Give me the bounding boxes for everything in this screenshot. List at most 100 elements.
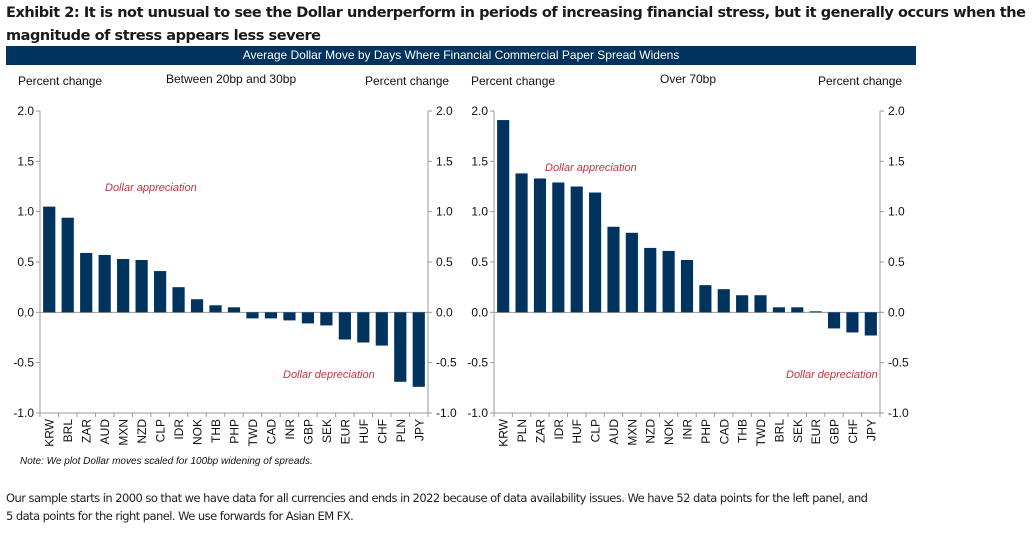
x-tick-label: NOK <box>191 419 205 445</box>
y-tick-label-left: -1.0 <box>13 406 34 420</box>
x-tick-label: TWD <box>754 419 768 447</box>
y-tick-label-left: 0.5 <box>17 255 34 269</box>
bar-twd <box>754 295 767 313</box>
right-panel-ylabel-right: Percent change <box>818 74 903 88</box>
annotation-dollar-depreciation: Dollar depreciation <box>283 369 375 381</box>
y-tick-label-right: 0.5 <box>888 255 905 269</box>
bar-pln <box>515 173 528 313</box>
y-tick-label-right: -1.0 <box>436 406 457 420</box>
y-tick-label-right: 1.0 <box>888 205 905 219</box>
bar-php <box>699 285 712 313</box>
bar-php <box>227 307 241 313</box>
y-tick-label-left: 1.5 <box>17 154 34 168</box>
y-tick-label-left: -0.5 <box>13 356 34 370</box>
y-tick-label-right: -0.5 <box>436 356 457 370</box>
bar-clp <box>153 271 167 313</box>
bar-sek <box>791 307 804 313</box>
x-tick-label: AUD <box>607 419 621 445</box>
y-tick-label-left: 0.5 <box>471 255 488 269</box>
footnote: Our sample starts in 2000 so that we hav… <box>6 491 868 523</box>
y-tick-label-left: -0.5 <box>467 356 488 370</box>
x-tick-label: THB <box>209 419 223 443</box>
bar-zar <box>80 252 93 313</box>
x-tick-label: MXN <box>625 419 639 446</box>
bar-krw <box>43 206 56 313</box>
x-tick-label: JPY <box>412 419 426 441</box>
x-tick-label: INR <box>681 419 695 440</box>
x-tick-label: THB <box>736 419 750 443</box>
x-tick-label: GBP <box>301 419 315 444</box>
chart-banner: Average Dollar Move by Days Where Financ… <box>6 46 916 65</box>
x-tick-label: CAD <box>264 419 278 445</box>
right-panel-title: Over 70bp <box>660 72 717 86</box>
x-tick-label: NOK <box>662 419 676 445</box>
x-tick-label: BRL <box>61 419 75 443</box>
x-tick-label: KRW <box>497 418 511 446</box>
bar-chart-panel-1: 2.0 2.0 1.5 1.5 1.0 1.0 0.5 0.5 0.0 0.0 -0.5 -0.5 -1… <box>467 104 909 447</box>
annotation-dollar-appreciation: Dollar appreciation <box>545 162 637 174</box>
x-tick-label: ZAR <box>533 419 547 443</box>
bar-nzd <box>644 247 657 313</box>
left-panel-ylabel-left: Percent change <box>18 74 103 88</box>
x-tick-label: SEK <box>320 419 334 443</box>
right-panel-ylabel-left: Percent change <box>471 74 556 88</box>
bar-thb <box>209 305 222 313</box>
x-tick-label: TWD <box>246 419 260 447</box>
x-tick-label: HUF <box>357 419 371 444</box>
y-tick-label-left: 1.0 <box>471 205 488 219</box>
bar-clp <box>589 192 602 313</box>
y-tick-label-right: 0.5 <box>436 255 453 269</box>
y-tick-label-right: 2.0 <box>436 104 453 118</box>
bar-inr <box>283 312 296 321</box>
bar-mxn <box>117 258 130 313</box>
bar-twd <box>246 312 259 319</box>
x-tick-label: BRL <box>772 419 786 443</box>
x-tick-label: JPY <box>864 419 878 441</box>
annotation-dollar-appreciation: Dollar appreciation <box>105 182 197 194</box>
bar-jpy <box>864 312 877 336</box>
bar-huf <box>357 312 370 343</box>
y-tick-label-left: -1.0 <box>467 406 488 420</box>
bar-pln <box>394 312 407 382</box>
x-tick-label: EUR <box>338 419 352 445</box>
x-tick-label: PHP <box>228 419 242 444</box>
y-tick-label-left: 2.0 <box>471 104 488 118</box>
bar-nzd <box>135 259 148 313</box>
bar-brl <box>61 217 74 313</box>
y-tick-label-right: 1.5 <box>436 154 453 168</box>
bar-thb <box>736 295 749 313</box>
x-tick-label: CHF <box>846 419 860 444</box>
x-tick-label: INR <box>283 419 297 440</box>
y-tick-label-left: 0.0 <box>17 305 34 319</box>
y-tick-label-right: 1.5 <box>888 154 905 168</box>
bar-brl <box>772 307 785 313</box>
exhibit-title: Exhibit 2: It is not unusual to see the … <box>6 5 1026 44</box>
bar-chart-panel-0: 2.0 2.0 1.5 1.5 1.0 1.0 0.5 0.5 0.0 0.0 -0.5 -0.5 -1… <box>13 104 457 447</box>
bar-mxn <box>625 232 638 313</box>
bar-nok <box>662 250 675 313</box>
x-tick-label: NZD <box>135 419 149 444</box>
bar-idr <box>172 287 185 313</box>
y-tick-label-right: 0.0 <box>888 305 905 319</box>
bar-gbp <box>827 312 841 329</box>
bar-huf <box>570 186 583 313</box>
x-tick-label: AUD <box>98 419 112 445</box>
bar-krw <box>497 120 510 313</box>
y-tick-label-left: 1.5 <box>471 154 488 168</box>
annotation-dollar-depreciation: Dollar depreciation <box>786 369 878 381</box>
x-tick-label: IDR <box>172 419 186 440</box>
bar-sek <box>320 312 333 326</box>
y-tick-label-right: -0.5 <box>888 356 909 370</box>
bar-eur <box>809 311 822 313</box>
bar-cad <box>264 312 278 319</box>
bar-cad <box>717 289 730 313</box>
bar-jpy <box>412 312 425 387</box>
y-tick-label-right: 0.0 <box>436 305 453 319</box>
x-tick-label: SEK <box>791 419 805 443</box>
x-tick-label: PHP <box>699 419 713 444</box>
x-tick-label: GBP <box>828 419 842 444</box>
x-tick-label: CLP <box>589 419 603 442</box>
x-tick-label: IDR <box>552 419 566 440</box>
y-tick-label-left: 2.0 <box>17 104 34 118</box>
